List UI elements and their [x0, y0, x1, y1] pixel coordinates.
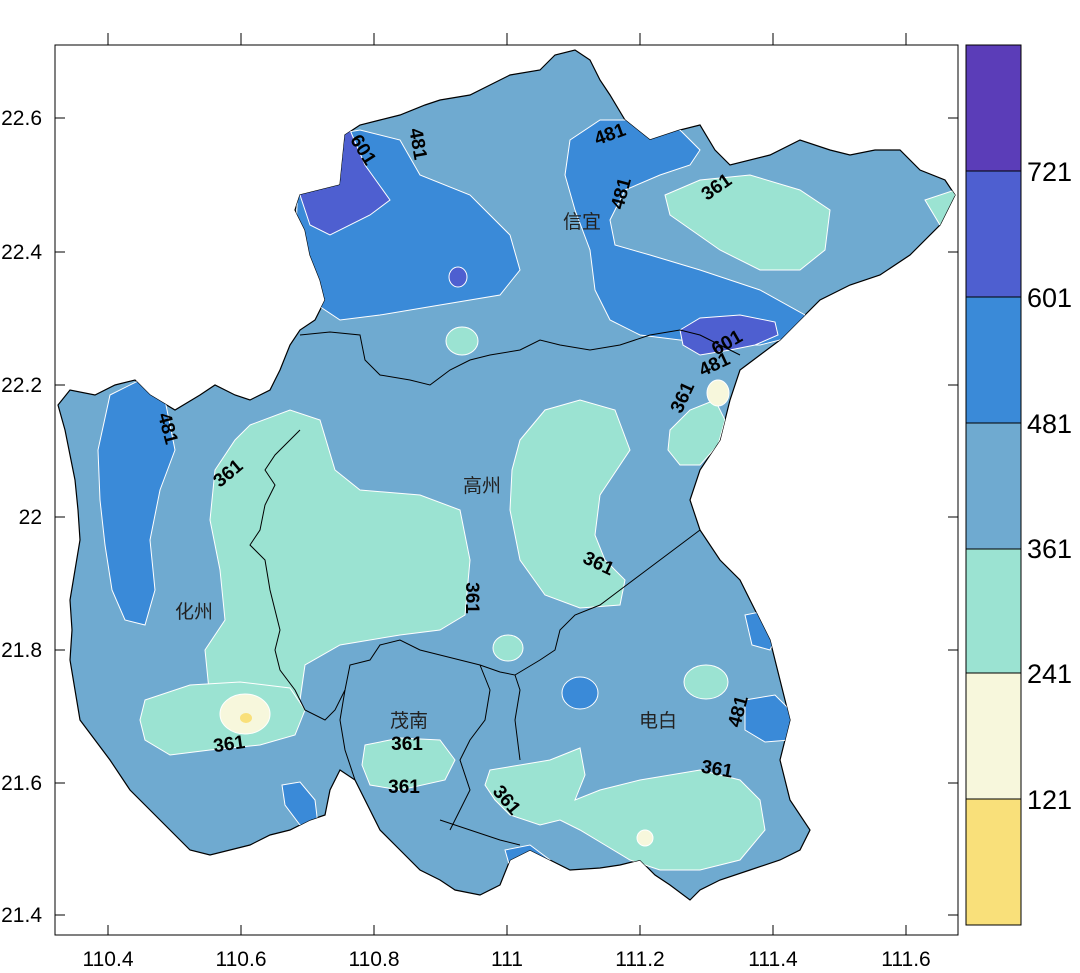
x-tick-label: 111.6 [881, 948, 930, 971]
band-601-spot [448, 266, 468, 288]
contour-bands [97, 119, 955, 886]
boundary-maonan [344, 639, 521, 761]
boundary-xinyi-gaozhou [299, 329, 741, 386]
legend-label: 481 [1027, 409, 1072, 439]
place-label-maonan: 茂南 [390, 710, 428, 732]
y-tick-label: 21.6 [1, 772, 42, 795]
contour-label: 361 [461, 582, 482, 614]
x-tick-label: 111.2 [615, 948, 664, 971]
y-tick-labels: 22.6 22.4 22.2 22 21.8 21.6 21.4 [1, 107, 42, 927]
boundary-huazhou-maonan [339, 689, 356, 781]
x-tick-label: 111.4 [748, 948, 798, 971]
band-241-east-central [509, 399, 631, 609]
band-low-spot [240, 713, 252, 723]
x-tick-label: 110.4 [83, 948, 134, 971]
legend-swatch [966, 423, 1021, 549]
boundary-huazhou-gaozhou [249, 429, 346, 721]
band-481-north [564, 119, 806, 346]
band-121-south [636, 829, 654, 847]
place-label-dianbai: 电白 [639, 710, 677, 732]
x-ticks-top [107, 33, 907, 45]
contour-label: 361 [391, 734, 423, 755]
legend-swatch [966, 45, 1021, 171]
legend-label: 721 [1027, 157, 1072, 187]
band-241-west-central [204, 409, 471, 721]
band-241-northeast [664, 174, 831, 271]
legend-label: 241 [1027, 659, 1072, 689]
band-121-coast [706, 379, 730, 407]
y-tick-label: 21.8 [1, 639, 42, 662]
place-label-huazhou: 化州 [175, 601, 213, 623]
x-tick-label: 110.8 [349, 948, 400, 971]
legend-swatch [966, 799, 1021, 925]
band-481-west [97, 379, 176, 626]
legend-swatch [966, 297, 1021, 423]
band-601-east [679, 314, 779, 356]
y-tick-label: 22 [19, 506, 42, 529]
band-241-spot-a [492, 634, 524, 662]
boundary-gaozhou-dianbai [514, 529, 701, 676]
legend-frame [965, 44, 1022, 926]
y-tick-label: 22.6 [1, 107, 42, 130]
place-label-xinyi: 信宜 [563, 211, 601, 233]
y-tick-label: 22.4 [1, 241, 42, 264]
boundary-south [439, 819, 521, 846]
x-tick-label: 111 [491, 948, 523, 971]
band-241-south-central [484, 747, 766, 871]
x-tick-label: 110.6 [216, 948, 267, 971]
legend-label: 361 [1027, 534, 1072, 564]
legend-swatch [966, 549, 1021, 673]
x-ticks-bottom [107, 925, 907, 935]
band-241-maonan [361, 737, 456, 791]
legend-label: 601 [1027, 283, 1072, 313]
band-481-southeast [744, 694, 796, 743]
legend-swatch [966, 673, 1021, 799]
contour-label: 361 [212, 732, 247, 757]
x-tick-labels: 110.4 110.6 110.8 111 111.2 111.4 111.6 [83, 948, 931, 971]
legend-label: 121 [1027, 785, 1072, 815]
y-tick-label: 21.4 [1, 904, 42, 927]
boundary-maonan-dianbai [449, 664, 491, 831]
band-481-center [561, 676, 599, 710]
band-241-spot-b [683, 664, 729, 700]
band-241-north-spot [445, 326, 479, 356]
legend-swatch [966, 171, 1021, 297]
contour-label: 361 [388, 777, 420, 798]
y-ticks-left [55, 117, 65, 916]
legend-colorbar [965, 44, 1022, 926]
place-label-gaozhou: 高州 [463, 475, 501, 497]
y-tick-label: 22.2 [1, 374, 42, 397]
y-ticks-right [948, 117, 958, 916]
county-boundaries [249, 329, 741, 846]
legend-labels: 721 601 481 361 241 121 [1027, 157, 1072, 815]
